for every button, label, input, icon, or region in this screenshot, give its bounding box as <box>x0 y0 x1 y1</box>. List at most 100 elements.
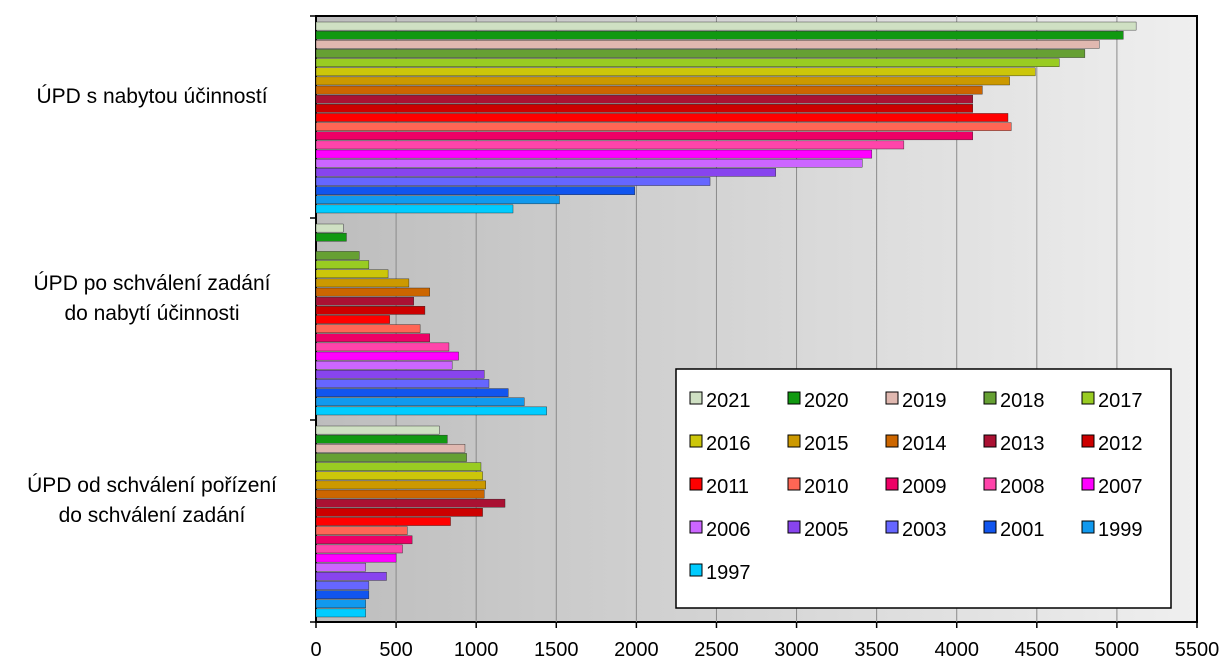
legend-swatch-2021 <box>689 391 703 405</box>
legend-swatch-2017 <box>1081 391 1095 405</box>
bar-2013-cat1 <box>315 296 414 306</box>
bar-2008-cat2 <box>315 544 403 554</box>
x-tick-label: 5500 <box>1175 639 1220 661</box>
bar-2010-cat1 <box>315 324 421 333</box>
bar-2007-cat2 <box>315 553 397 563</box>
bar-2003-cat0 <box>315 177 711 186</box>
x-tick-label: 3000 <box>774 639 819 661</box>
x-axis-ticks: 0 500 1000 1500 2000 2500 3000 3500 4000 4500 5000… <box>310 622 1219 661</box>
category-labels: ÚPD s nabytou účinností ÚPD po schválení … <box>27 15 316 623</box>
legend-swatch-2008 <box>983 477 997 491</box>
x-tick-label: 1000 <box>454 639 499 661</box>
legend-label-2018: 2018 <box>1000 390 1045 412</box>
legend: 2021 2020 2019 2018 2017 2016 2015 2014 2013 2012… <box>675 368 1172 609</box>
category-label: ÚPD od schválení pořízení <box>27 474 277 497</box>
bar-2017-cat1 <box>315 260 370 269</box>
bar-2020-cat2 <box>315 434 448 444</box>
bar-2014-cat2 <box>315 489 485 499</box>
bar-2010-cat0 <box>315 122 1012 131</box>
legend-swatch-2006 <box>689 520 703 534</box>
legend-swatch-2014 <box>885 434 899 448</box>
x-tick-label: 1500 <box>534 639 579 661</box>
bar-2003-cat2 <box>315 581 370 590</box>
category-label: ÚPD po schválení zadání <box>34 272 271 295</box>
bar-2006-cat2 <box>315 562 366 572</box>
bar-2007-cat1 <box>315 351 459 361</box>
bar-2001-cat1 <box>315 388 509 397</box>
bar-2011-cat1 <box>315 315 390 324</box>
legend-swatch-2015 <box>787 434 801 448</box>
x-tick-label: 4000 <box>934 639 979 661</box>
legend-swatch-2005 <box>787 520 801 534</box>
x-tick-label: 0 <box>310 639 321 661</box>
bar-2019-cat0 <box>315 40 1100 49</box>
bar-2014-cat0 <box>315 85 983 95</box>
bar-2015-cat2 <box>315 480 486 490</box>
legend-swatch-2003 <box>885 520 899 534</box>
legend-swatch-2013 <box>983 434 997 448</box>
bar-2005-cat0 <box>315 168 776 177</box>
x-tick-label: 4500 <box>1015 639 1060 661</box>
x-tick-label: 5000 <box>1095 639 1140 661</box>
legend-swatch-2016 <box>689 434 703 448</box>
bar-2003-cat1 <box>315 379 490 388</box>
bar-2021-cat2 <box>315 425 440 435</box>
bar-2016-cat0 <box>315 67 1036 77</box>
legend-label-2013: 2013 <box>1000 433 1045 455</box>
legend-swatch-2011 <box>689 477 703 491</box>
category-label: do nabytí účinnosti <box>64 302 239 325</box>
bar-1997-cat2 <box>315 608 366 618</box>
bar-1999-cat2 <box>315 599 366 609</box>
bar-2014-cat1 <box>315 287 430 297</box>
x-tick-label: 500 <box>379 639 412 661</box>
legend-label-2020: 2020 <box>804 390 849 412</box>
bar-2005-cat1 <box>315 370 485 379</box>
bar-2001-cat2 <box>315 590 370 599</box>
legend-label-2017: 2017 <box>1098 390 1143 412</box>
x-tick-label: 2500 <box>694 639 739 661</box>
legend-label-2014: 2014 <box>902 433 947 455</box>
legend-swatch-2019 <box>885 391 899 405</box>
bar-2012-cat0 <box>315 104 973 113</box>
bars <box>315 21 1137 618</box>
legend-swatch-1999 <box>1081 520 1095 534</box>
legend-label-2011: 2011 <box>706 476 749 498</box>
bar-2013-cat2 <box>315 498 506 508</box>
legend-label-2003: 2003 <box>902 519 947 541</box>
x-tick-label: 2000 <box>614 639 659 661</box>
legend-label-2005: 2005 <box>804 519 849 541</box>
bar-2018-cat0 <box>315 49 1086 58</box>
legend-label-2001: 2001 <box>1000 519 1045 541</box>
bar-2012-cat1 <box>315 306 426 315</box>
bar-2001-cat0 <box>315 186 635 195</box>
bar-2020-cat1 <box>315 232 347 242</box>
legend-swatch-2012 <box>1081 434 1095 448</box>
bar-2010-cat2 <box>315 526 408 535</box>
bar-2015-cat1 <box>315 278 410 288</box>
bar-2013-cat0 <box>315 94 973 104</box>
bar-2006-cat0 <box>315 158 863 168</box>
bar-2009-cat2 <box>315 535 413 545</box>
legend-swatch-2001 <box>983 520 997 534</box>
x-tick-label: 3500 <box>854 639 899 661</box>
bar-1999-cat0 <box>315 195 560 205</box>
legend-label-2019: 2019 <box>902 390 947 412</box>
legend-label-2006: 2006 <box>706 519 751 541</box>
bar-2016-cat1 <box>315 269 389 279</box>
legend-label-1997: 1997 <box>706 562 751 584</box>
bar-2017-cat2 <box>315 462 482 471</box>
legend-label-2016: 2016 <box>706 433 751 455</box>
bar-2021-cat1 <box>315 223 344 233</box>
bar-1997-cat0 <box>315 204 514 214</box>
bar-2018-cat1 <box>315 251 360 260</box>
bar-2019-cat2 <box>315 444 466 453</box>
bar-2009-cat0 <box>315 131 973 141</box>
bar-2008-cat1 <box>315 342 450 352</box>
bar-2012-cat2 <box>315 508 483 517</box>
bar-2020-cat0 <box>315 30 1124 40</box>
bar-2005-cat2 <box>315 572 387 581</box>
category-label: do schválení zadání <box>59 504 246 527</box>
legend-label-2015: 2015 <box>804 433 849 455</box>
legend-swatch-2018 <box>983 391 997 405</box>
